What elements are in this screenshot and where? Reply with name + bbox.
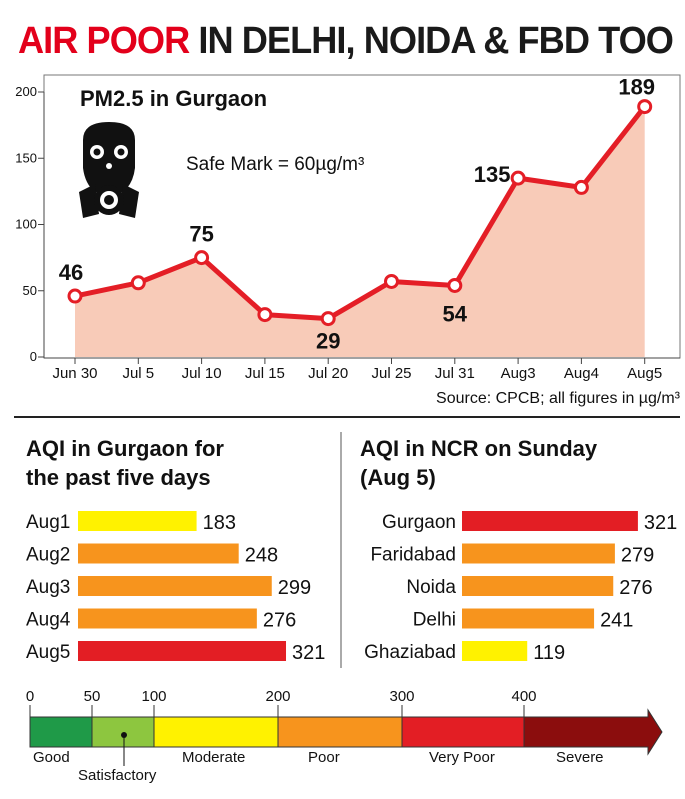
bar-value-label: 321	[644, 512, 677, 534]
bar-value-label: 299	[278, 577, 311, 599]
bar-category-label: Aug3	[26, 577, 70, 598]
aqi-gurgaon-title-line2: the past five days	[26, 465, 211, 490]
bar	[462, 641, 528, 661]
scale-tick-label: 400	[511, 688, 536, 705]
scale-band	[29, 716, 93, 748]
bar-value-label: 241	[600, 610, 633, 632]
bar-category-label: Aug1	[26, 512, 70, 533]
bar-category-label: Delhi	[413, 610, 456, 631]
headline: AIR POOR IN DELHI, NOIDA & FBD TOO	[18, 14, 674, 68]
bar	[462, 511, 638, 531]
bar-category-label: Gurgaon	[382, 512, 456, 533]
scale-band-name: Satisfactory	[78, 767, 157, 784]
series-line	[74, 105, 647, 322]
bar-category-label: Noida	[406, 577, 456, 598]
data-label: 54	[443, 301, 468, 326]
scale-band	[401, 716, 525, 748]
bar-value-label: 276	[263, 610, 296, 632]
data-point	[510, 170, 526, 186]
headline-rest: IN DELHI, NOIDA & FBD TOO	[189, 20, 674, 62]
bar	[78, 576, 272, 596]
scale-tick-label: 0	[26, 688, 34, 705]
x-tick-label: Aug4	[564, 365, 599, 382]
y-tick-label: 150	[15, 150, 37, 165]
bar-category-label: Aug2	[26, 545, 70, 566]
y-tick-label: 200	[15, 84, 37, 99]
bar	[78, 511, 197, 531]
data-label: 46	[59, 260, 83, 285]
bar-value-label: 276	[619, 577, 652, 599]
scale-band-name: Severe	[556, 749, 604, 766]
x-tick-label: Aug3	[501, 365, 536, 382]
headline-highlight: AIR POOR	[18, 20, 190, 62]
bar-category-label: Aug5	[26, 642, 70, 663]
data-point	[384, 273, 399, 289]
x-tick-label: Jun 30	[52, 365, 97, 382]
scale-tick-label: 200	[265, 688, 290, 705]
scale-band	[277, 716, 403, 748]
bar	[78, 543, 239, 564]
bar	[462, 608, 595, 629]
data-point	[257, 307, 273, 323]
data-point	[637, 99, 653, 115]
data-point	[130, 275, 146, 291]
scale-band-name: Poor	[308, 749, 340, 766]
data-point	[573, 179, 589, 195]
bar-category-label: Aug4	[26, 610, 71, 631]
data-point	[67, 288, 83, 304]
scale-tick-label: 50	[84, 688, 101, 705]
bar	[462, 543, 615, 564]
bar-value-label: 279	[621, 545, 654, 567]
x-tick-label: Aug5	[627, 365, 662, 382]
scale-band-name: Good	[33, 749, 70, 766]
x-tick-label: Jul 20	[308, 365, 348, 382]
scale-band-name: Moderate	[182, 749, 245, 766]
x-tick-label: Jul 10	[182, 365, 222, 382]
bar-value-label: 119	[533, 642, 565, 664]
x-tick-label: Jul 15	[245, 365, 285, 382]
line-chart-title: PM2.5 in Gurgaon	[80, 86, 267, 111]
bar-value-label: 248	[245, 545, 278, 567]
bar	[78, 608, 257, 629]
y-tick-label: 100	[15, 217, 37, 232]
aqi-gurgaon-title-line1: AQI in Gurgaon for	[26, 436, 224, 461]
aqi-ncr-title-line1: AQI in NCR on Sunday	[360, 436, 598, 461]
bar-value-label: 183	[203, 512, 236, 534]
data-label: 75	[189, 222, 213, 247]
data-label: 135	[474, 162, 511, 187]
data-label: 29	[316, 329, 340, 354]
scale-tick-label: 100	[141, 688, 166, 705]
gas-mask-icon	[79, 122, 139, 218]
x-tick-label: Jul 31	[435, 365, 475, 382]
bar-category-label: Faridabad	[370, 545, 456, 566]
bar-category-label: Ghaziabad	[364, 642, 456, 663]
y-tick-label: 50	[23, 283, 37, 298]
data-point	[447, 277, 463, 293]
data-point	[194, 250, 210, 266]
data-label: 189	[618, 75, 655, 100]
safe-mark-annotation: Safe Mark = 60µg/m³	[186, 154, 364, 175]
scale-band-name: Very Poor	[429, 749, 495, 766]
aqi-ncr-title-line2: (Aug 5)	[360, 465, 436, 490]
bar	[78, 641, 287, 661]
scale-tick-label: 300	[389, 688, 414, 705]
x-tick-label: Jul 5	[122, 365, 154, 382]
source-note: Source: CPCB; all figures in µg/m³	[436, 390, 681, 407]
data-point	[320, 311, 336, 327]
scale-band-arrow	[523, 708, 663, 756]
y-tick-label: 0	[30, 349, 37, 364]
scale-band	[153, 716, 279, 748]
bar-value-label: 321	[292, 642, 325, 664]
bar	[462, 576, 614, 596]
scale-band	[91, 716, 155, 748]
area-fill	[75, 106, 645, 357]
x-tick-label: Jul 25	[371, 365, 411, 382]
